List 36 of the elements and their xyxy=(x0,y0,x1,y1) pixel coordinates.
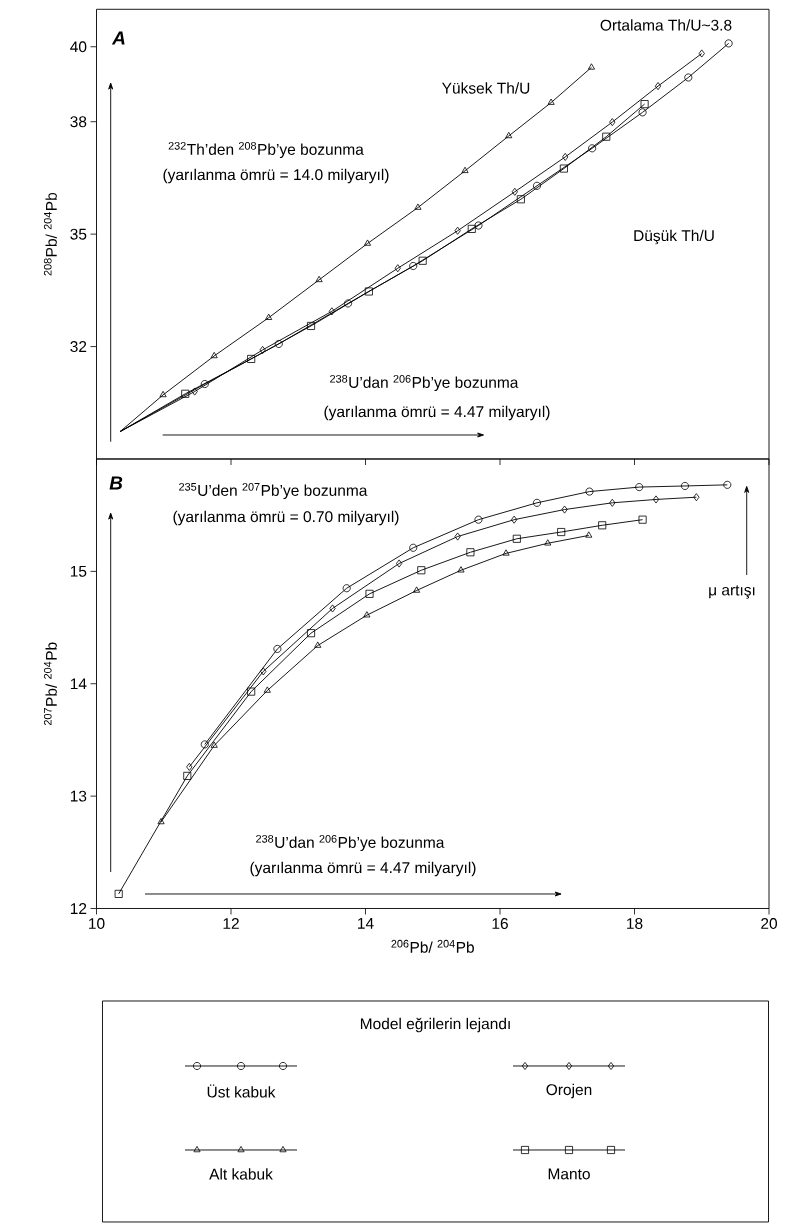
y-tick-label: 35 xyxy=(70,228,87,240)
legend-label: Manto xyxy=(548,1168,590,1180)
annotation: (yarılanma ömrü = 14.0 milyaryıl) xyxy=(163,168,389,184)
y-axis-title: $^{207}$Pb/ $^{204}$Pb xyxy=(43,642,57,726)
x-tick-label: 20 xyxy=(761,918,778,930)
x-tick-label: 14 xyxy=(358,918,374,929)
x-axis-title: $^{206}$Pb/ $^{204}$Pb xyxy=(391,939,474,953)
annotation: (yarılanma ömrü = 4.47 milyaryıl) xyxy=(250,861,476,877)
annotation: μ artışı xyxy=(709,585,755,599)
y-tick-label: 15 xyxy=(70,565,87,577)
y-tick-label: 14 xyxy=(70,678,87,690)
annotation: $^{235}$U’den $^{207}$Pb’ye bozunma xyxy=(179,482,368,499)
annotation: A xyxy=(111,31,125,45)
annotation: B xyxy=(109,476,123,490)
annotation: $^{238}$U’dan $^{206}$Pb’ye bozunma xyxy=(256,834,445,851)
y-tick-label: 13 xyxy=(70,790,87,802)
y-tick-label: 12 xyxy=(70,903,87,914)
y-tick-label: 40 xyxy=(70,41,87,53)
annotation: (yarılanma ömrü = 4.47 milyaryıl) xyxy=(324,405,550,421)
annotation: Düşük Th/U xyxy=(634,229,714,245)
legend-title: Model eğrilerin lejandı xyxy=(360,1017,510,1033)
annotation: $^{238}$U’dan $^{206}$Pb’ye bozunma xyxy=(330,374,519,391)
y-tick-label: 38 xyxy=(70,116,87,128)
x-tick-label: 18 xyxy=(627,918,643,930)
legend-label: Üst kabuk xyxy=(207,1084,276,1098)
y-axis-title: $^{208}$Pb/ $^{204}$Pb xyxy=(43,192,57,276)
legend-label: Orojen xyxy=(546,1083,592,1099)
x-tick-label: 12 xyxy=(223,918,239,929)
x-tick-label: 16 xyxy=(492,918,508,930)
annotation: Yüksek Th/U xyxy=(441,82,530,94)
annotation: $^{232}$Th’den $^{208}$Pb’ye bozunma xyxy=(168,141,364,158)
legend-label: Alt kabuk xyxy=(209,1168,273,1180)
y-tick-label: 32 xyxy=(70,341,87,353)
annotation: (yarılanma ömrü = 0.70 milyaryıl) xyxy=(173,510,399,526)
annotation: Ortalama Th/U~3.8 xyxy=(600,19,732,31)
x-tick-label: 10 xyxy=(89,918,105,930)
